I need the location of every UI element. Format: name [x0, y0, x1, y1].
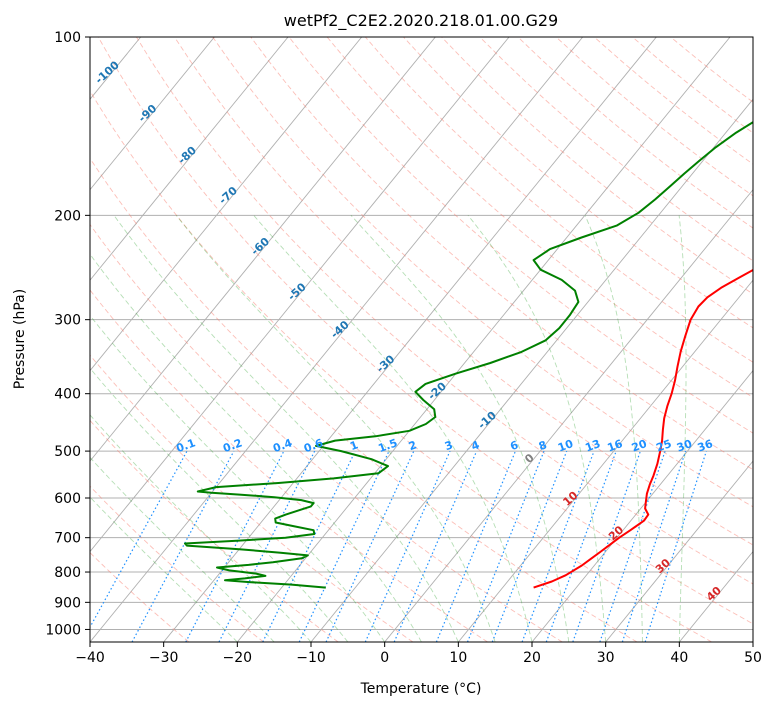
mixing-ratio-label: 36: [696, 437, 715, 455]
mixing-ratio-label: 4: [470, 438, 482, 453]
mixing-ratio-line: [599, 450, 666, 642]
y-tick-label: 300: [54, 313, 81, 329]
mixing-ratio-label: 0.6: [302, 436, 325, 455]
x-tick-label: −10: [296, 650, 326, 666]
dry-adiabat: [90, 485, 264, 642]
y-axis: 100 200 300 400 500 600 700 800 900 1000: [45, 30, 90, 638]
isotherm-gridline: [90, 37, 215, 191]
mixing-ratio-label: 25: [654, 437, 673, 454]
dry-adiabat: [90, 223, 563, 642]
dry-adiabat: [90, 289, 488, 642]
y-tick-label: 400: [54, 387, 81, 403]
plot-frame: [89, 36, 754, 643]
mixing-ratio-label: 16: [606, 437, 625, 455]
mixing-ratio-label: 0.2: [221, 436, 244, 455]
x-tick-label: 20: [523, 650, 541, 666]
isotherm-gridline: [90, 37, 363, 372]
mixing-ratio-line: [393, 450, 478, 642]
isotherm-gridline: [90, 37, 289, 281]
dry-adiabat: [90, 419, 339, 642]
profile-series: [184, 121, 753, 589]
mixing-ratio-label: 0.4: [271, 436, 294, 455]
mixing-ratio-line: [644, 450, 707, 642]
mixing-ratio-line: [298, 450, 390, 642]
dry-adiabat: [90, 157, 638, 642]
isotherm-gridline: [605, 460, 753, 642]
y-tick-label: 800: [54, 565, 81, 581]
x-tick-label: 10: [449, 650, 467, 666]
isotherm-gridline: [384, 189, 753, 642]
mixing-ratio-line: [435, 450, 517, 642]
x-axis-label: Temperature (°C): [360, 681, 482, 697]
y-tick-label: 700: [54, 531, 81, 547]
mixing-ratio-line: [90, 450, 188, 629]
dry-adiabat: [212, 37, 753, 508]
isotherm-gridline: [90, 37, 584, 642]
dry-adiabat: [90, 552, 190, 642]
background-lines: [90, 37, 753, 642]
mixing-ratio-label: 2: [407, 438, 419, 453]
isotherm-gridline: [236, 37, 731, 642]
x-tick-label: −40: [75, 650, 105, 666]
moist-adiabat: [90, 253, 422, 642]
mixing-ratio-line: [364, 450, 451, 642]
mixing-ratio-label: 20: [630, 437, 649, 455]
moist-adiabat: [90, 414, 312, 642]
plot-background: [90, 37, 753, 642]
moist-adiabat: [678, 215, 687, 642]
mixing-ratio-line: [131, 450, 235, 642]
x-tick-label: 50: [744, 650, 762, 666]
y-tick-label: 900: [54, 595, 81, 611]
x-tick-label: −30: [149, 650, 179, 666]
moist-adiabat: [253, 215, 533, 642]
dry-adiabat: [90, 90, 712, 642]
moist-adiabat: [90, 314, 386, 642]
chart-title: wetPf2_C2E2.2020.218.01.00.G29: [284, 11, 558, 31]
moist-adiabat: [584, 215, 643, 642]
isotherm-gridline: [457, 279, 753, 642]
moist-adiabat: [350, 214, 570, 642]
y-tick-label: 200: [54, 208, 81, 224]
moist-adiabat: [113, 215, 459, 642]
mixing-ratio-label: 10: [556, 437, 575, 455]
mixing-ratio-label: 0.1: [174, 436, 197, 455]
dry-adiabat: [326, 37, 753, 398]
mixing-ratio-label: 30: [675, 437, 694, 455]
mixing-ratio-label: 13: [583, 437, 602, 454]
mixing-ratio-label: 1.5: [376, 436, 399, 455]
mixing-ratio-line: [262, 450, 356, 642]
mixing-ratio-line: [545, 450, 617, 642]
mixing-ratio-line: [325, 450, 415, 642]
mixing-ratio-label: 8: [537, 438, 549, 453]
y-axis-label: Pressure (hPa): [12, 289, 28, 389]
x-tick-label: −20: [223, 650, 253, 666]
moist-adiabat: [175, 215, 496, 642]
y-tick-label: 1000: [45, 622, 81, 638]
dry-adiabat: [136, 37, 753, 585]
isotherm-gridline: [90, 37, 510, 553]
mixing-ratio-label: 1: [348, 438, 360, 453]
temperature-profile-line: [533, 268, 753, 589]
y-tick-label: 500: [54, 444, 81, 460]
dewpoint-profile-line: [184, 121, 753, 589]
x-tick-label: 30: [597, 650, 615, 666]
mixing-ratio-label: 3: [443, 438, 455, 453]
mixing-ratio-line: [621, 450, 687, 642]
mixing-ratio-labels: 0.1 0.2 0.4 0.6 1 1.5 2 3 4 6 8 10 13 16 20 25 30 36: [174, 436, 714, 455]
isotherm-gridline: [90, 37, 436, 462]
dry-adiabat: [288, 37, 753, 434]
dry-adiabat: [97, 37, 753, 625]
x-tick-label: 40: [670, 650, 688, 666]
mixing-ratio-label: 6: [508, 438, 520, 453]
x-axis: −40 −30 −20 −10 0 10 20 30 40 50: [75, 642, 762, 666]
y-tick-label: 100: [54, 30, 81, 46]
y-tick-label: 600: [54, 491, 81, 507]
x-tick-label: 0: [380, 650, 389, 666]
